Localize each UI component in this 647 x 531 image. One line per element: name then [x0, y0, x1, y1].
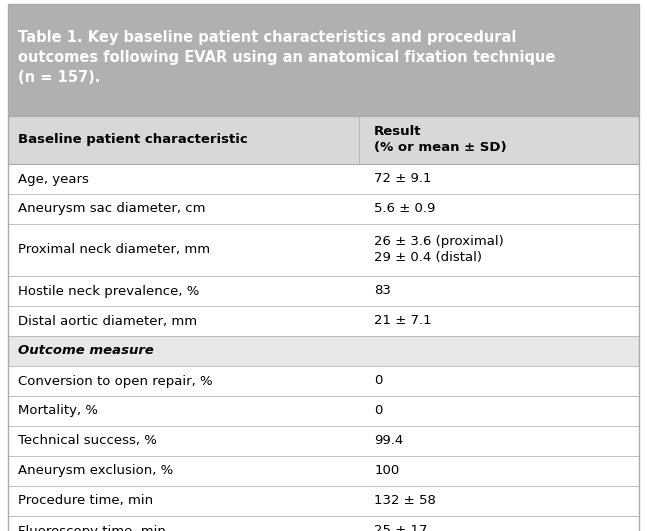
Bar — [8, 426, 639, 456]
Text: Fluoroscopy time, min: Fluoroscopy time, min — [18, 525, 166, 531]
Text: Hostile neck prevalence, %: Hostile neck prevalence, % — [18, 285, 199, 297]
Bar — [8, 396, 639, 426]
Bar — [8, 456, 639, 486]
Text: Conversion to open repair, %: Conversion to open repair, % — [18, 374, 213, 388]
Text: Table 1. Key baseline patient characteristics and procedural
outcomes following : Table 1. Key baseline patient characteri… — [18, 30, 555, 85]
Text: Proximal neck diameter, mm: Proximal neck diameter, mm — [18, 244, 210, 256]
Bar — [8, 194, 639, 224]
Bar — [8, 366, 639, 396]
Text: 5.6 ± 0.9: 5.6 ± 0.9 — [374, 202, 435, 216]
Text: 132 ± 58: 132 ± 58 — [374, 494, 436, 508]
Text: Distal aortic diameter, mm: Distal aortic diameter, mm — [18, 314, 197, 328]
Bar — [8, 164, 639, 194]
Text: 0: 0 — [374, 374, 382, 388]
Text: 83: 83 — [374, 285, 391, 297]
Text: 25 ± 17: 25 ± 17 — [374, 525, 428, 531]
Text: 21 ± 7.1: 21 ± 7.1 — [374, 314, 432, 328]
Bar — [8, 4, 639, 116]
Text: 72 ± 9.1: 72 ± 9.1 — [374, 173, 432, 185]
Text: Aneurysm exclusion, %: Aneurysm exclusion, % — [18, 465, 173, 477]
Text: 99.4: 99.4 — [374, 434, 403, 448]
Text: Procedure time, min: Procedure time, min — [18, 494, 153, 508]
Bar — [8, 306, 639, 336]
Bar — [8, 336, 639, 366]
Bar — [8, 224, 639, 276]
Text: Technical success, %: Technical success, % — [18, 434, 157, 448]
Bar — [8, 276, 639, 306]
Bar — [8, 516, 639, 531]
Text: 26 ± 3.6 (proximal)
29 ± 0.4 (distal): 26 ± 3.6 (proximal) 29 ± 0.4 (distal) — [374, 236, 504, 264]
Text: Aneurysm sac diameter, cm: Aneurysm sac diameter, cm — [18, 202, 206, 216]
Text: Age, years: Age, years — [18, 173, 89, 185]
Text: 0: 0 — [374, 405, 382, 417]
Text: Result
(% or mean ± SD): Result (% or mean ± SD) — [374, 125, 507, 155]
Text: Mortality, %: Mortality, % — [18, 405, 98, 417]
Bar — [8, 486, 639, 516]
Text: 100: 100 — [374, 465, 399, 477]
Text: Baseline patient characteristic: Baseline patient characteristic — [18, 133, 248, 147]
Text: Outcome measure: Outcome measure — [18, 345, 154, 357]
Bar — [8, 116, 639, 164]
